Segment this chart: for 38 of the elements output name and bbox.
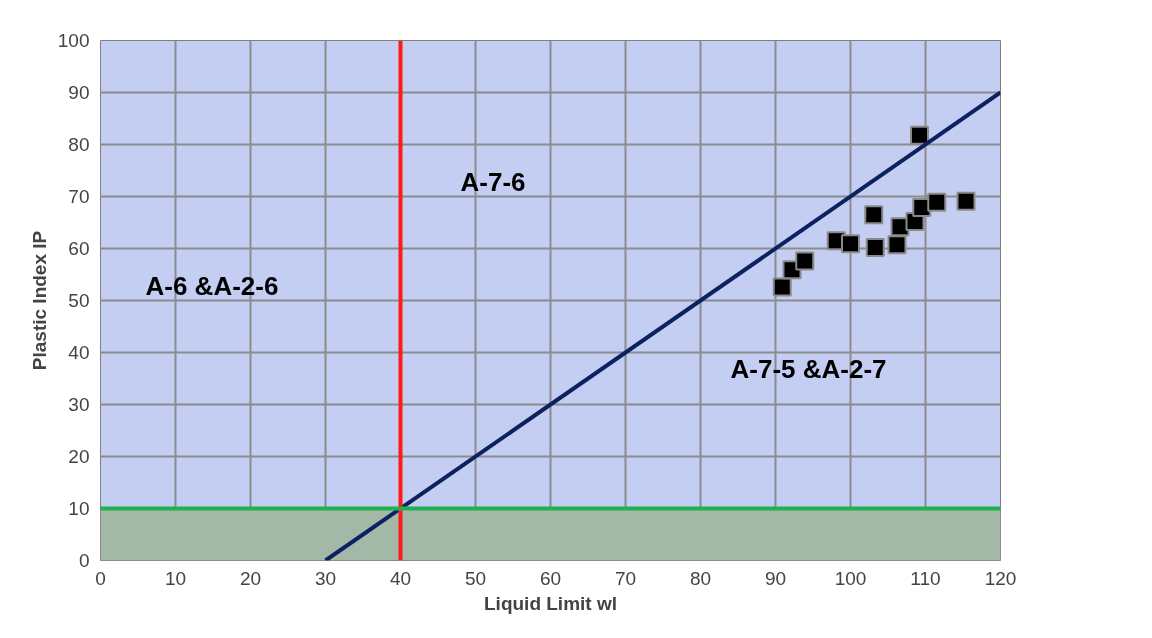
y-tick-label: 80	[68, 134, 90, 155]
y-tick-label: 70	[68, 186, 90, 207]
x-tick-label: 70	[614, 567, 637, 589]
annotation: A-7-5 &A-2-7	[730, 353, 887, 384]
point	[910, 125, 929, 145]
point	[927, 192, 947, 212]
y-tick-label: 30	[68, 394, 90, 415]
x-tick-label: 60	[539, 567, 562, 589]
x-tick-label: 40	[389, 567, 412, 589]
point	[887, 235, 907, 255]
x-axis-title: Liquid Limit wl	[484, 592, 617, 614]
x-tick-label: 90	[764, 567, 787, 589]
x-tick-label: 100	[834, 567, 867, 589]
point	[865, 237, 885, 257]
y-tick-label: 40	[68, 342, 90, 363]
point	[864, 205, 884, 225]
x-tick-label: 20	[239, 567, 262, 589]
x-tick-label: 80	[689, 567, 712, 589]
y-tick-label: 0	[78, 550, 90, 571]
point	[795, 251, 815, 271]
x-tick-label: 120	[984, 567, 1017, 589]
y-tick-label: 20	[68, 446, 90, 467]
x-tick-label: 50	[464, 567, 487, 589]
y-tick-label: 50	[68, 290, 90, 311]
x-tick-label: 10	[164, 567, 187, 589]
y-tick-label: 60	[68, 238, 90, 259]
point	[841, 234, 860, 254]
y-axis-title: Plastic Index IP	[28, 230, 50, 371]
point	[956, 191, 976, 211]
x-tick-label: 110	[910, 567, 941, 589]
annotation: A-7-6	[460, 166, 526, 197]
x-tick-label: 0	[95, 567, 106, 589]
x-tick-label: 30	[314, 567, 337, 589]
y-tick-label: 100	[57, 30, 90, 51]
y-tick-label: 10	[68, 498, 90, 519]
point	[772, 277, 792, 297]
annotation: A-6 &A-2-6	[145, 270, 279, 301]
y-tick-label: 90	[68, 82, 90, 103]
